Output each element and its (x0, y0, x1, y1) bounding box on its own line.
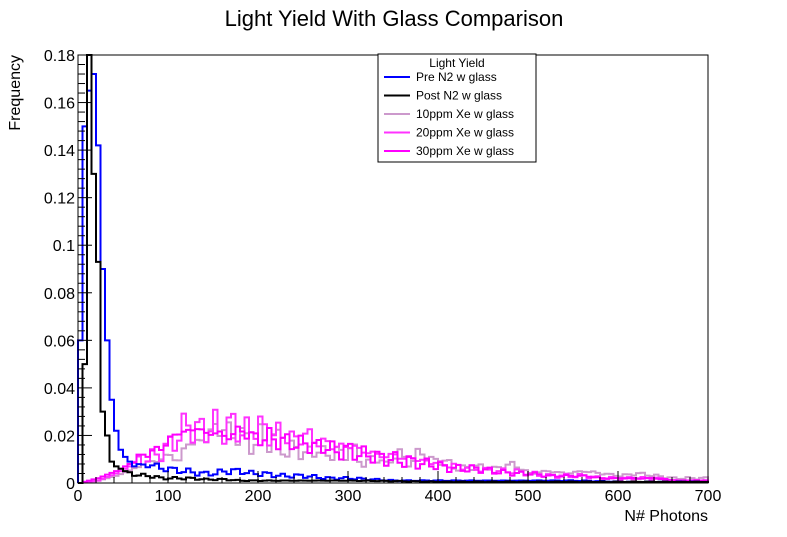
x-tick-label: 600 (605, 488, 632, 505)
x-tick-label: 700 (695, 488, 722, 505)
y-tick-label: 0 (66, 476, 75, 493)
chart-title: Light Yield With Glass Comparison (225, 6, 564, 31)
x-axis-label: N# Photons (624, 508, 708, 525)
x-tick-label: 500 (515, 488, 542, 505)
y-tick-label: 0.18 (44, 48, 75, 65)
legend-label: 20ppm Xe w glass (416, 126, 514, 140)
y-axis-label: Frequency (7, 55, 24, 131)
x-tick-label: 200 (245, 488, 272, 505)
axis-ticks: 0 100 200 300 400 500 600 700 0 0.02 0.04 0.06 0.08 0… (44, 48, 722, 505)
series-line-5 (78, 425, 709, 484)
x-tick-label: 100 (155, 488, 182, 505)
series-group (77, 54, 709, 484)
x-tick-label: 300 (335, 488, 362, 505)
legend-label: Post N2 w glass (416, 89, 502, 103)
x-tick-label: 400 (425, 488, 452, 505)
y-tick-label: 0.04 (44, 381, 75, 398)
y-tick-label: 0.08 (44, 286, 75, 303)
legend-label: Pre N2 w glass (416, 70, 497, 84)
y-tick-label: 0.1 (53, 238, 75, 255)
legend-box (377, 53, 537, 163)
y-tick-label: 0.16 (44, 96, 75, 113)
y-tick-label: 0.14 (44, 143, 75, 160)
y-tick-label: 0.12 (44, 191, 75, 208)
legend-label: 10ppm Xe w glass (416, 107, 514, 121)
y-tick-label: 0.02 (44, 428, 75, 445)
legend-items: Pre N2 w glass Post N2 w glass 10ppm Xe w … (384, 70, 514, 158)
y-tick-label: 0.06 (44, 333, 75, 350)
x-tick-label: 0 (74, 488, 83, 505)
legend: Light Yield Pre N2 w glass Post N2 w glas… (377, 53, 537, 163)
legend-title: Light Yield (429, 56, 484, 70)
legend-label: 30ppm Xe w glass (416, 144, 514, 158)
series-line-2 (78, 54, 709, 484)
